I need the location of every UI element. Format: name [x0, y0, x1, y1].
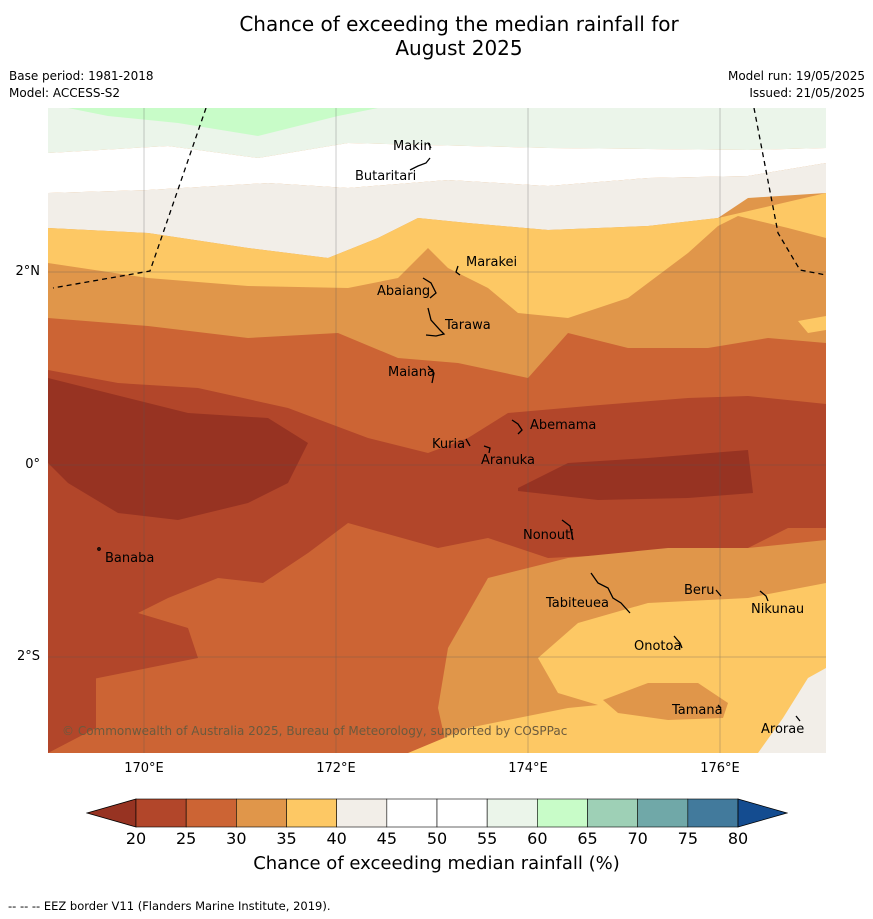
- lon-label-176e: 176°E: [700, 761, 740, 776]
- colorbar-tick-80: 80: [727, 829, 749, 848]
- colorbar-tick-70: 70: [627, 829, 648, 848]
- island-label-abemama: Abemama: [530, 418, 597, 433]
- island-outlines: [97, 142, 801, 722]
- lat-label-2s: 2°S: [16, 649, 40, 664]
- colorbar-tick-55: 55: [476, 829, 498, 848]
- island-label-kuria: Kuria: [432, 437, 466, 452]
- lon-label-174e: 174°E: [508, 761, 548, 776]
- colorbar-segment-55: [486, 798, 538, 828]
- lat-label-2n: 2°N: [15, 264, 41, 279]
- band-under-20-east: [518, 450, 753, 500]
- colorbar-tick-40: 40: [326, 829, 347, 848]
- colorbar-segment-35: [286, 798, 337, 828]
- band-35-40: [48, 193, 826, 318]
- island-label-tarawa: Tarawa: [445, 318, 491, 333]
- band-30-35-southeast: [603, 683, 728, 720]
- island-label-banaba: Banaba: [105, 551, 155, 566]
- eez-border-east: [753, 108, 826, 276]
- colorbar-segment-40: [336, 798, 388, 828]
- colorbar-segment-30: [236, 798, 287, 828]
- rainfall-map: [48, 108, 826, 753]
- colorbar-tick-30: 30: [226, 829, 247, 848]
- island-label-abaiang: Abaiang: [377, 284, 431, 299]
- colorbar-tick-65: 65: [577, 829, 598, 848]
- island-label-nonouti: Nonouti: [523, 528, 574, 543]
- colorbar-segment-50: [436, 798, 488, 828]
- colorbar-segment-20: [135, 798, 187, 828]
- island-label-tamana: Tamana: [672, 703, 723, 718]
- colorbar-tick-25: 25: [175, 829, 197, 848]
- island-label-tabiteuea: Tabiteuea: [546, 596, 609, 611]
- band-20-25-sw: [48, 668, 96, 753]
- colorbar-tick-50: 50: [426, 829, 448, 848]
- band-45-55: [48, 143, 826, 193]
- base-period: Base period: 1981-2018: [9, 69, 154, 83]
- colorbar-tick-45: 45: [376, 829, 397, 848]
- eez-footnote: -- -- -- EEZ border V11 (Flanders Marine…: [8, 899, 331, 913]
- meta-left: Base period: 1981-2018 Model: ACCESS-S2: [9, 68, 154, 102]
- colorbar-segment-70: [637, 798, 689, 828]
- band-60-65: [68, 108, 378, 136]
- model-name: Model: ACCESS-S2: [9, 86, 121, 100]
- island-label-arorae: Arorae: [761, 722, 805, 737]
- colorbar-tick-60: 60: [527, 829, 548, 848]
- gridlines: [48, 108, 826, 753]
- colorbar-segment-60: [537, 798, 588, 828]
- band-35-40-east: [798, 316, 826, 333]
- issued-date: Issued: 21/05/2025: [749, 86, 865, 100]
- lon-label-170e: 170°E: [124, 761, 164, 776]
- title-line-1: Chance of exceeding the median rainfall …: [239, 12, 679, 36]
- title-line-2: August 2025: [395, 36, 523, 60]
- copyright-notice: © Commonwealth of Australia 2025, Bureau…: [62, 724, 568, 738]
- colorbar-tick-75: 75: [677, 829, 698, 848]
- band-under-20-west: [48, 378, 308, 520]
- island-label-onotoa: Onotoa: [634, 639, 682, 654]
- meta-right: Model run: 19/05/2025 Issued: 21/05/2025: [728, 68, 865, 102]
- island-label-aranuka: Aranuka: [481, 453, 535, 468]
- colorbar-segment-75: [687, 798, 739, 828]
- colorbar-under-arrow: [86, 798, 137, 828]
- island-label-beru: Beru: [684, 583, 715, 598]
- island-label-makin: Makin: [393, 139, 432, 154]
- colorbar-segment-25: [185, 798, 237, 828]
- map-title: Chance of exceeding the median rainfall …: [0, 12, 873, 60]
- island-label-maiana: Maiana: [388, 365, 435, 380]
- island-label-marakei: Marakei: [466, 255, 518, 270]
- colorbar-over-arrow: [737, 798, 788, 828]
- colorbar: [86, 798, 788, 828]
- band-40-45: [48, 163, 826, 258]
- lat-label-0: 0°: [25, 457, 40, 472]
- model-run: Model run: 19/05/2025: [727, 69, 865, 83]
- colorbar-segment-65: [587, 798, 638, 828]
- lon-label-172e: 172°E: [316, 761, 356, 776]
- island-label-nikunau: Nikunau: [751, 602, 805, 617]
- colorbar-tick-20: 20: [125, 829, 147, 848]
- colorbar-label: Chance of exceeding median rainfall (%): [253, 853, 620, 874]
- colorbar-tick-35: 35: [276, 829, 297, 848]
- eez-border-west: [52, 108, 207, 289]
- island-label-butaritari: Butaritari: [355, 169, 417, 184]
- band-40-45-southeast: [758, 668, 826, 753]
- colorbar-segment-45: [386, 798, 438, 828]
